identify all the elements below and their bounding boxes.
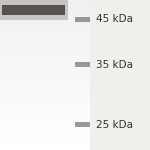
Bar (75, 17, 90, 22)
Text: 45 kDa: 45 kDa (96, 15, 133, 24)
Bar (75, 122, 90, 127)
Bar (2, 4, 64, 15)
Bar (75, 62, 90, 67)
Bar (0, 0, 68, 20)
Text: 25 kDa: 25 kDa (96, 120, 133, 129)
Text: 35 kDa: 35 kDa (96, 60, 133, 69)
Bar (0, 0, 90, 150)
